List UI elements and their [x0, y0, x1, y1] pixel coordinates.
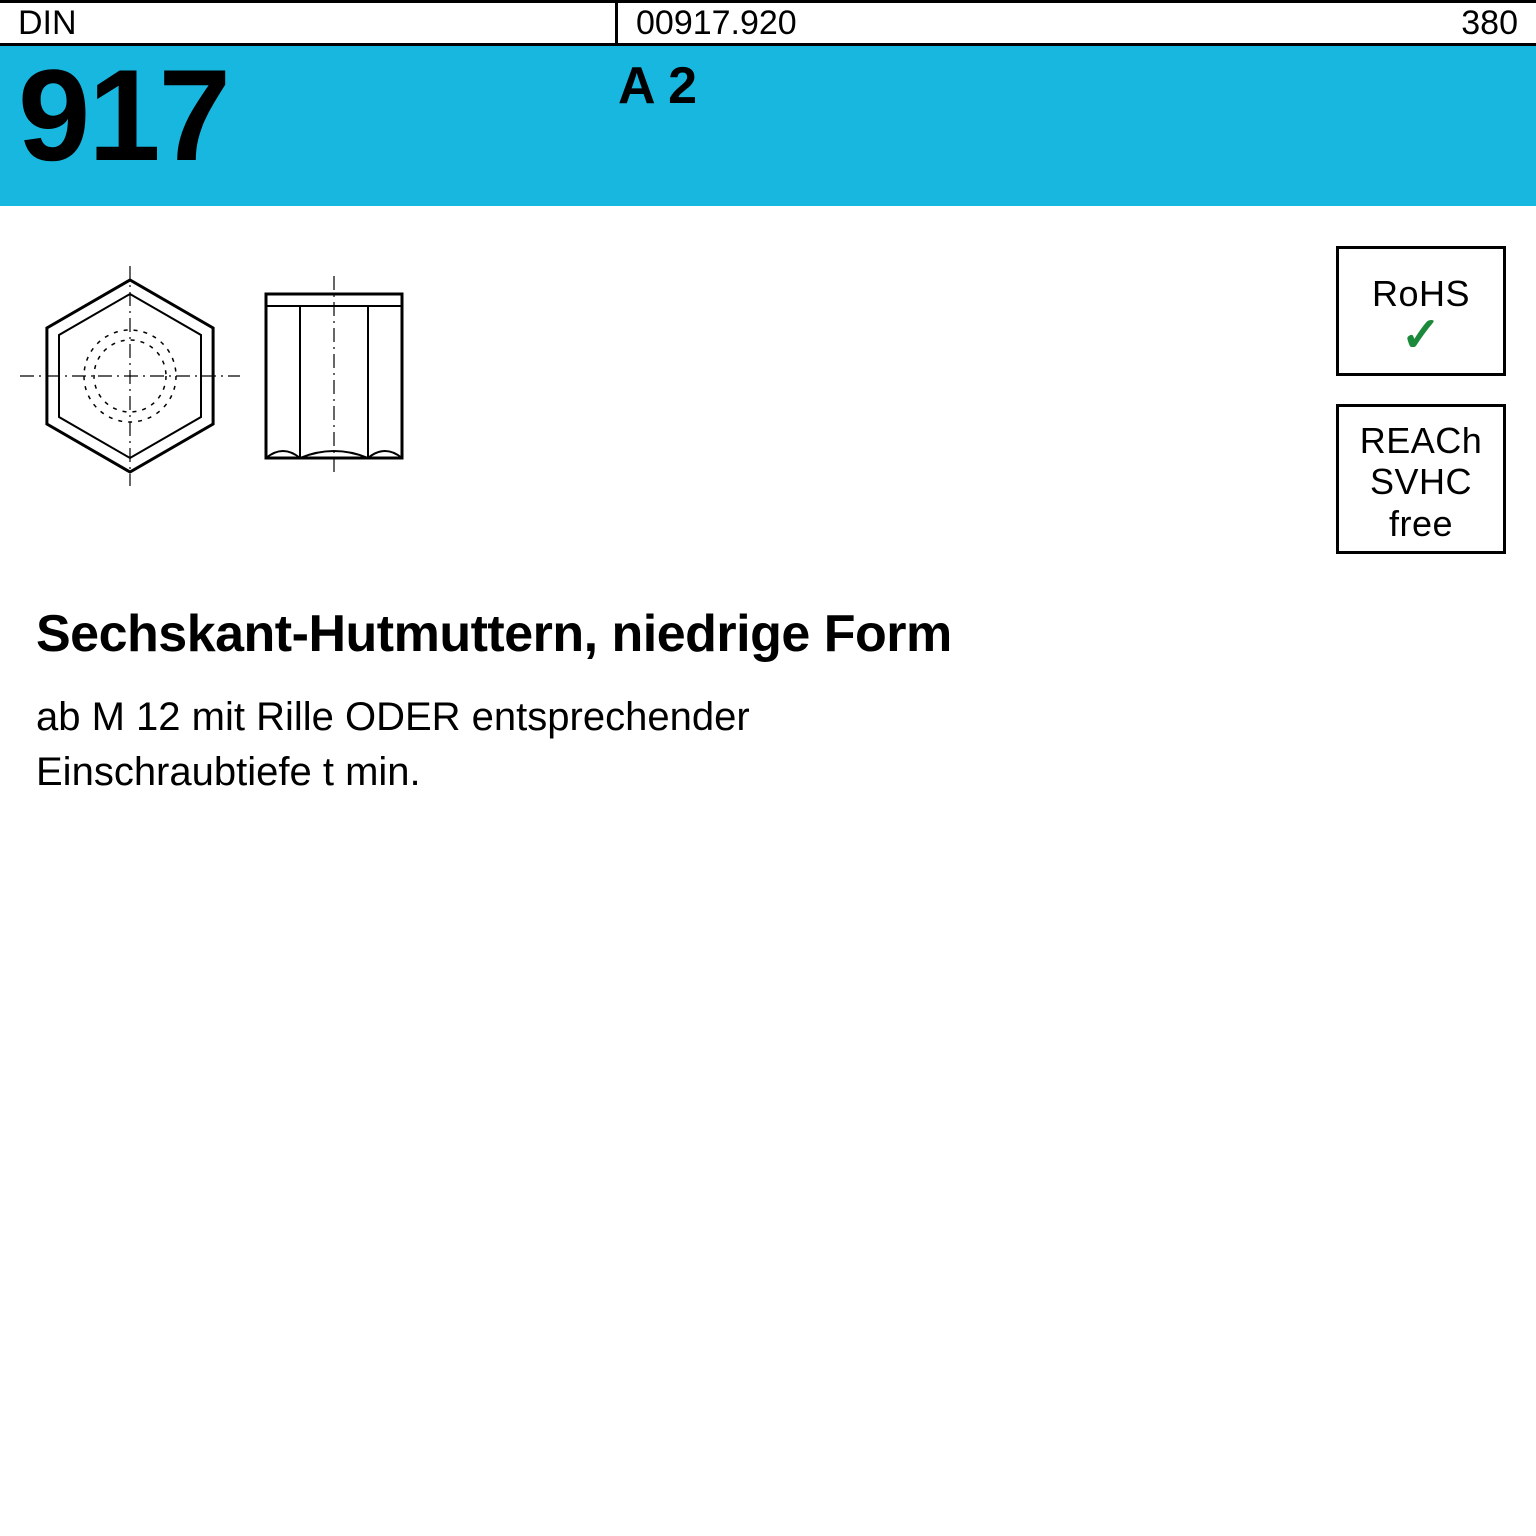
reach-line2: SVHC: [1370, 461, 1472, 502]
rohs-label: RoHS: [1372, 273, 1470, 314]
middle-row: RoHS ✓ REACh SVHC free: [0, 206, 1536, 554]
nut-drawing-svg: [20, 256, 450, 496]
reach-line3: free: [1389, 503, 1453, 544]
material-grade: A 2: [618, 50, 697, 116]
product-description: ab M 12 mit Rille ODER entsprechender Ei…: [36, 690, 1090, 800]
reach-badge: REACh SVHC free: [1336, 404, 1506, 554]
header-row: DIN 00917.920 380: [0, 0, 1536, 46]
compliance-badges: RoHS ✓ REACh SVHC free: [1306, 246, 1506, 554]
check-icon: ✓: [1401, 314, 1441, 357]
technical-drawing: [20, 246, 450, 506]
product-title: Sechskant-Hutmuttern, niedrige Form: [36, 604, 1090, 664]
reach-line1: REACh: [1360, 420, 1483, 461]
header-standard: DIN: [0, 3, 618, 43]
desc-line-2: Einschraubtiefe t min.: [36, 750, 421, 794]
standard-number: 917: [18, 50, 618, 180]
text-block: Sechskant-Hutmuttern, niedrige Form ab M…: [0, 554, 1120, 800]
header-page: 380: [1336, 3, 1536, 43]
rohs-badge: RoHS ✓: [1336, 246, 1506, 376]
desc-line-1: ab M 12 mit Rille ODER entsprechender: [36, 695, 750, 739]
banner: 917 A 2: [0, 46, 1536, 206]
header-code: 00917.920: [618, 3, 1336, 43]
